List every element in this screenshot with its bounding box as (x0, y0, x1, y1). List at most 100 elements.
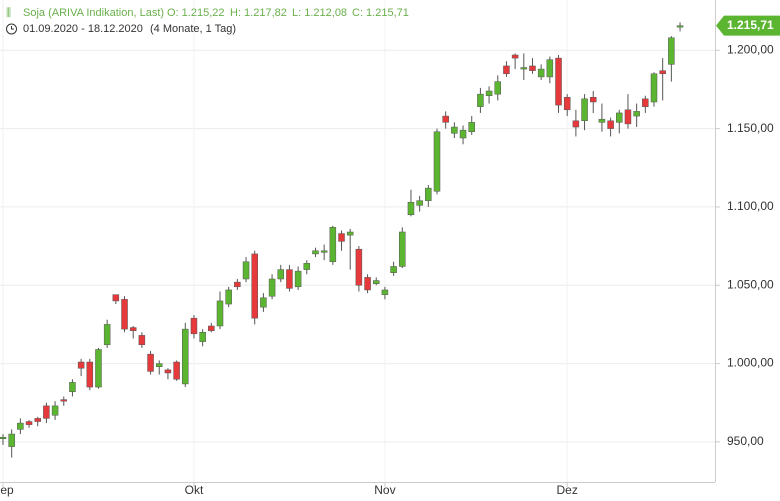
candle-body (433, 131, 441, 192)
candle-body (268, 278, 276, 297)
candle-body (329, 227, 337, 263)
candle-body (633, 111, 640, 117)
candle-body (355, 248, 363, 286)
candle-body (0, 436, 7, 440)
last-price-label: 1.215,71 (727, 18, 774, 32)
candle-body (572, 120, 580, 128)
candle-body (60, 399, 68, 402)
candle-body (199, 331, 206, 342)
last-price-flag (716, 15, 780, 36)
candle-body (546, 59, 554, 78)
y-tick-label: 950,00 (727, 434, 764, 448)
candle-body (563, 97, 571, 111)
low-label: L: 1.212,08 (292, 7, 347, 19)
candle-body (381, 289, 389, 295)
candle-body (121, 299, 128, 330)
instrument-name: Soja (ARIVA Indikation, Last) (23, 7, 164, 19)
plot-area (0, 0, 715, 482)
candle-body (425, 187, 432, 201)
candle-body (17, 422, 24, 430)
candle-body (407, 201, 415, 216)
candle-body (69, 382, 76, 393)
x-tick-label: Okt (185, 483, 204, 497)
candle-body (676, 25, 684, 28)
candle-body (451, 126, 458, 134)
y-tick-label: 1.150,00 (727, 121, 774, 135)
candle-body (416, 200, 423, 206)
candle-body (346, 231, 354, 236)
candle-body (372, 280, 380, 284)
period: (4 Monate, 1 Tag) (150, 23, 236, 35)
candle-body (364, 277, 371, 291)
candle-body (129, 327, 137, 331)
candles (0, 22, 684, 458)
high-label: H: 1.217,82 (230, 7, 287, 19)
candle-body (251, 253, 258, 319)
candle-body (503, 65, 510, 75)
candle-body (147, 353, 154, 372)
candle-body (477, 93, 484, 107)
candle-body (607, 120, 614, 129)
candle-body (390, 266, 397, 273)
candle-body (208, 325, 215, 331)
candle-body (642, 98, 649, 107)
clock-icon (6, 23, 17, 35)
candle-body (624, 109, 632, 125)
candle-body (260, 297, 267, 308)
candle-body (555, 57, 562, 106)
candle-body (8, 433, 15, 447)
header: ⫼ Soja (ARIVA Indikation, Last) O: 1.215… (6, 7, 409, 35)
candle-body (468, 122, 475, 132)
candle-body (286, 269, 293, 289)
candle-body (598, 118, 606, 123)
candle-body (312, 250, 319, 255)
candle-body (51, 405, 59, 416)
candle-body (77, 361, 85, 369)
candle-body (320, 250, 328, 253)
candle-body (155, 363, 163, 367)
candle-body (668, 37, 675, 65)
candle-body (164, 369, 172, 374)
candle-body (537, 68, 545, 78)
y-tick-label: 1.050,00 (727, 277, 774, 291)
open-label: O: 1.215,22 (167, 7, 225, 19)
candle-body (182, 328, 189, 385)
candle-body (95, 349, 102, 388)
y-tick-label: 1.200,00 (727, 42, 774, 56)
candle-body (173, 361, 180, 380)
candle-body (399, 231, 406, 267)
candle-body (494, 81, 502, 95)
candle-body (216, 300, 224, 327)
date-range: 01.09.2020 - 18.12.2020 (23, 23, 143, 35)
candle-body (459, 129, 467, 139)
candle-body (103, 324, 111, 346)
candle-body (303, 263, 311, 270)
candle-body (511, 54, 519, 59)
x-tick-label: Sep (0, 483, 14, 497)
candle-body (589, 97, 597, 103)
candle-body (294, 270, 302, 288)
candle-body (520, 67, 528, 70)
candle-body (242, 261, 250, 280)
axes: 950,00 1.000,00 1.050,00 1.100,00 1.150,00 1.… (0, 15, 780, 497)
candle-body (234, 281, 241, 288)
candle-body (138, 335, 146, 346)
x-tick-label: Nov (374, 483, 395, 497)
candle-body (190, 317, 198, 335)
candle-body (659, 70, 666, 75)
candle-body (529, 65, 536, 71)
y-tick-label: 1.100,00 (727, 199, 774, 213)
ohlc-icon: ⫼ (6, 7, 11, 19)
candle-body (442, 115, 449, 123)
candle-body (277, 269, 285, 280)
candle-body (34, 418, 41, 422)
candle-body (112, 294, 120, 302)
candle-body (616, 112, 623, 123)
close-label: C: 1.215,71 (352, 7, 409, 19)
x-tick-label: Dez (557, 483, 578, 497)
candle-body (338, 233, 345, 242)
clock-hands (11, 26, 14, 30)
y-tick-label: 1.000,00 (727, 356, 774, 370)
